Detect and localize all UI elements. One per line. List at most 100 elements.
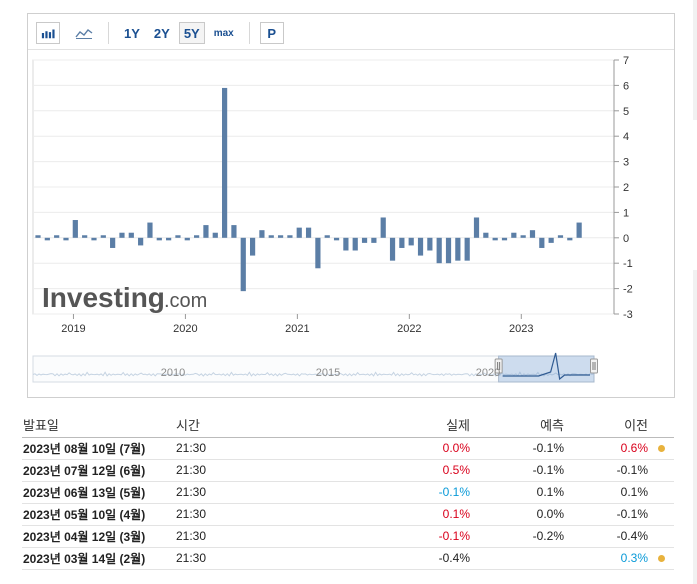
y-tick-label: 3 xyxy=(623,157,629,169)
navigator-window xyxy=(498,355,595,383)
previous-value: -0.1% xyxy=(565,459,649,482)
previous-value: -0.4% xyxy=(565,525,649,548)
previous-value: 0.6% xyxy=(565,437,649,460)
bar-2019-09 xyxy=(147,222,153,238)
revision-cell xyxy=(649,459,674,482)
watermark-suffix: .com xyxy=(164,290,207,312)
release-date: 2023년 06월 13일 (5월) xyxy=(22,481,175,504)
bar-2022-09 xyxy=(483,232,489,238)
forecast-value xyxy=(471,547,565,570)
bar-2018-10 xyxy=(44,237,50,241)
bar-2022-10 xyxy=(492,237,498,241)
bar-chart-icon[interactable] xyxy=(36,22,60,44)
bar-2021-01 xyxy=(296,227,302,238)
bar-2022-12 xyxy=(511,232,517,238)
bar-2019-08 xyxy=(138,237,144,246)
bar-2019-10 xyxy=(156,237,162,241)
navigator-year-label: 2020 xyxy=(476,367,500,379)
previous-value: -0.1% xyxy=(565,503,649,526)
revision-cell xyxy=(649,481,674,504)
release-date: 2023년 05월 10일 (4월) xyxy=(22,503,175,526)
release-time: 21:30 xyxy=(175,525,295,548)
bar-2020-11 xyxy=(277,235,284,238)
header-actual[interactable]: 실제 xyxy=(295,413,471,438)
bar-2021-11 xyxy=(389,237,396,261)
toolbar-separator xyxy=(108,22,109,44)
y-tick-label: 5 xyxy=(623,106,629,118)
scrollbar-track-bottom xyxy=(693,270,697,584)
bar-2020-01 xyxy=(184,237,190,241)
bar-2019-05 xyxy=(110,237,116,248)
bar-2021-08 xyxy=(361,237,368,243)
range-5y-button[interactable]: 5Y xyxy=(178,22,205,44)
range-2y-button[interactable]: 2Y xyxy=(148,22,175,44)
bar-2019-11 xyxy=(166,237,172,241)
actual-value: -0.4% xyxy=(295,547,471,570)
forecast-value: -0.2% xyxy=(471,525,565,548)
x-axis: 2019 2020 2021 2022 2023 xyxy=(61,314,534,335)
line-chart-icon[interactable] xyxy=(70,22,98,44)
table-row: 2023년 05월 10일 (4월) 21:30 0.1% 0.0% -0.1% xyxy=(22,503,674,526)
navigator-year-label: 2015 xyxy=(316,367,340,379)
revision-dot-icon xyxy=(658,555,665,562)
release-date: 2023년 08월 10일 (7월) xyxy=(22,437,175,460)
chart-bars xyxy=(35,87,582,292)
bar-2022-02 xyxy=(417,237,424,256)
bar-2023-01 xyxy=(520,235,526,238)
header-date[interactable]: 발표일 xyxy=(22,413,175,438)
x-tick-label: 2023 xyxy=(509,323,533,335)
bar-2023-02 xyxy=(529,230,536,238)
navigator-right-handle[interactable] xyxy=(590,358,598,374)
y-tick-label: 2 xyxy=(623,182,629,194)
header-spacer xyxy=(649,413,674,438)
y-tick-label: 7 xyxy=(623,55,629,67)
actual-value: -0.1% xyxy=(295,525,471,548)
bar-2019-01 xyxy=(72,220,78,238)
bar-2021-07 xyxy=(352,237,358,251)
chart-panel: 1Y 2Y 5Y max P Investing .com 7 6 5 4 3 2 1 0 -1… xyxy=(27,13,675,398)
bar-2022-01 xyxy=(408,237,414,246)
bar-2021-06 xyxy=(343,237,349,251)
revision-cell xyxy=(649,525,674,548)
header-forecast[interactable]: 예측 xyxy=(471,413,565,438)
bar-2022-05 xyxy=(445,237,452,264)
toolbar-divider xyxy=(28,49,674,50)
bar-2019-06 xyxy=(119,232,125,238)
x-tick-label: 2020 xyxy=(173,323,197,335)
chart-toolbar: 1Y 2Y 5Y max P xyxy=(36,20,668,46)
p-button[interactable]: P xyxy=(259,22,284,44)
chart-grid xyxy=(32,59,615,315)
forecast-value: -0.1% xyxy=(471,459,565,482)
bar-2020-02 xyxy=(194,235,200,238)
bar-2018-09 xyxy=(35,235,41,238)
table-row: 2023년 04월 12일 (3월) 21:30 -0.1% -0.2% -0.4% xyxy=(22,525,674,548)
navigator-left-handle[interactable] xyxy=(494,358,503,374)
bar-2019-12 xyxy=(175,235,181,238)
release-date: 2023년 03월 14일 (2월) xyxy=(22,547,175,570)
x-tick-label: 2019 xyxy=(61,323,85,335)
bar-2021-04 xyxy=(324,235,330,238)
x-tick-label: 2021 xyxy=(285,323,309,335)
header-previous[interactable]: 이전 xyxy=(565,413,649,438)
revision-cell xyxy=(649,437,674,460)
navigator[interactable]: 2010 2015 2020 xyxy=(32,352,598,383)
y-tick-label: 0 xyxy=(623,233,629,245)
bar-2019-03 xyxy=(91,237,97,241)
scrollbar-track-top xyxy=(693,0,697,120)
actual-value: -0.1% xyxy=(295,481,471,504)
bar-2021-12 xyxy=(399,237,405,248)
range-1y-button[interactable]: 1Y xyxy=(119,22,145,44)
revision-dot-icon xyxy=(658,445,665,452)
bar-2023-03 xyxy=(539,237,545,248)
table-row: 2023년 06월 13일 (5월) 21:30 -0.1% 0.1% 0.1% xyxy=(22,481,674,504)
header-time[interactable]: 시간 xyxy=(175,413,295,438)
y-tick-label: -1 xyxy=(623,258,633,270)
bar-2018-12 xyxy=(63,237,69,241)
forecast-value: 0.1% xyxy=(471,481,565,504)
bar-2021-05 xyxy=(333,237,340,241)
y-tick-label: -2 xyxy=(623,284,633,296)
range-max-button[interactable]: max xyxy=(208,22,239,44)
watermark-brand: Investing xyxy=(42,282,165,313)
y-tick-label: -3 xyxy=(623,309,633,321)
history-table-container: 발표일 시간 실제 예측 이전 2023년 08월 10일 (7월) 21:30 0… xyxy=(22,413,674,570)
